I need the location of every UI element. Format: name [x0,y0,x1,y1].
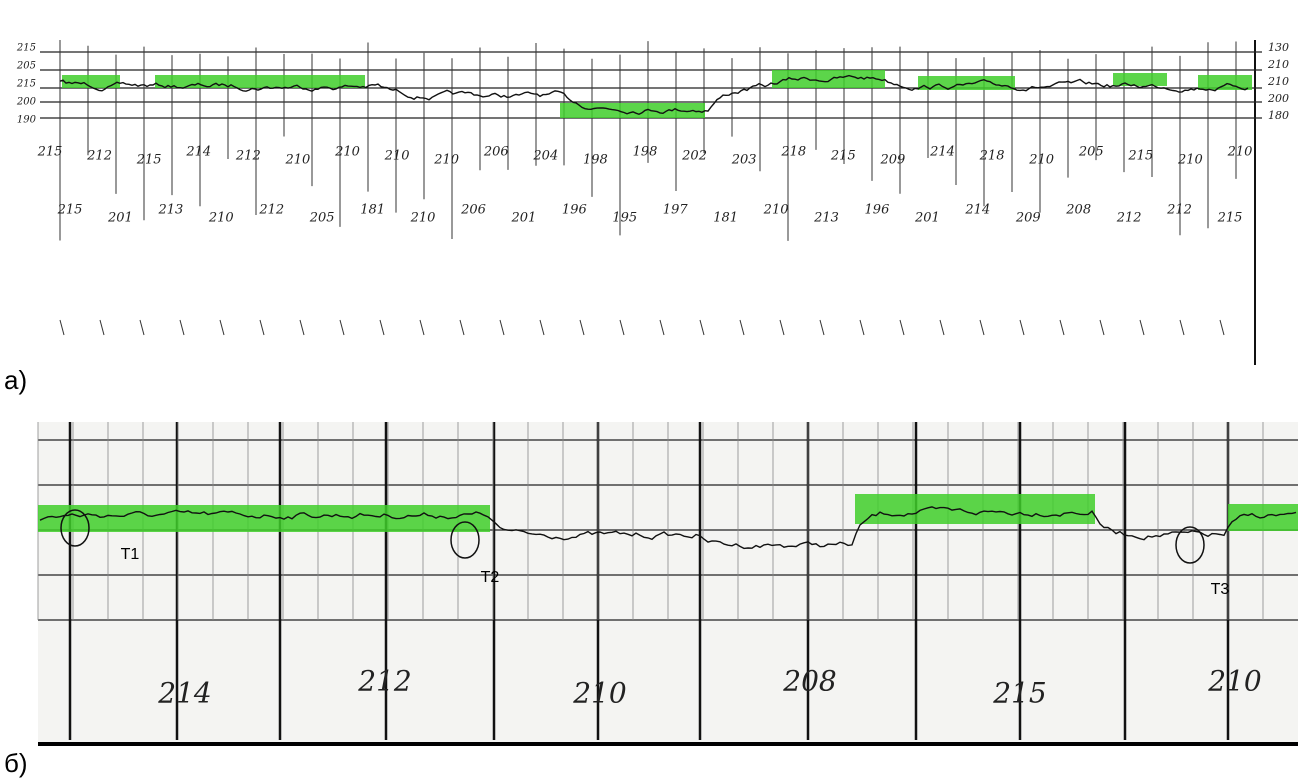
reading: 181 [713,211,738,226]
reading: 202 [681,149,707,164]
reading: 210 [763,203,789,218]
reading: 214 [929,145,955,160]
scale-label: 215 [16,79,36,90]
reading: 196 [562,203,587,218]
reading: 201 [510,211,536,226]
reading: 215 [1127,149,1153,164]
reading: 198 [583,153,608,168]
marker-label: T3 [1211,581,1230,598]
reading: 210 [1207,665,1261,698]
reading: 208 [782,665,836,698]
reading: 213 [813,211,839,226]
reading: 212 [235,149,261,164]
panel-label: а) [4,365,27,395]
reading: 218 [979,149,1005,164]
scale-label: 190 [17,115,37,126]
reading: 212 [258,203,284,218]
reading: 215 [57,203,83,218]
reading: 215 [992,677,1046,710]
reading: 215 [37,145,63,160]
reading: 213 [157,203,183,218]
reading: 205 [1078,145,1104,160]
reading: 201 [107,211,133,226]
highlight [38,505,490,532]
reading: 204 [532,149,558,164]
scale-label: 130 [1268,41,1289,54]
highlight [772,70,885,88]
highlight [855,494,1095,524]
scale-label: 215 [16,43,36,54]
highlight [1198,75,1252,90]
scale-label: 210 [1267,75,1289,88]
reading: 212 [1116,211,1142,226]
reading: 215 [136,153,162,168]
reading: 203 [731,153,757,168]
reading: 215 [1217,211,1243,226]
marker-label: T1 [121,546,140,563]
reading: 210 [384,149,410,164]
reading: 218 [780,145,806,160]
reading: 197 [663,203,689,218]
reading: 212 [1166,203,1192,218]
marker-label: T2 [481,569,500,586]
reading: 215 [830,149,856,164]
reading: 214 [157,677,211,710]
figure: а) б) 215 205 215 200 190 130 210 210 200 180 215 2… [0,0,1302,780]
reading: 201 [914,211,940,226]
reading: 198 [633,145,658,160]
reading: 208 [1065,203,1091,218]
reading: 195 [612,211,637,226]
scale-label: 200 [16,97,37,108]
reading: 205 [309,211,335,226]
reading: 210 [1227,145,1253,160]
reading: 210 [334,145,360,160]
scale-label: 210 [1267,58,1289,71]
reading: 210 [208,211,234,226]
reading: 214 [185,145,211,160]
reading: 212 [357,665,411,698]
reading: 210 [285,153,311,168]
reading: 181 [360,203,385,218]
scale-label: 205 [16,61,36,72]
reading: 210 [1028,153,1054,168]
reading: 210 [572,677,626,710]
reading: 210 [1177,153,1203,168]
reading: 196 [865,203,890,218]
reading: 209 [1015,211,1041,226]
reading: 210 [433,153,459,168]
reading: 214 [964,203,990,218]
reading: 206 [483,145,509,160]
panel-label: б) [4,748,28,778]
scale-label: 180 [1268,109,1289,122]
reading: 210 [410,211,436,226]
reading: 212 [86,149,112,164]
reading: 209 [880,153,906,168]
scale-label: 200 [1267,92,1289,105]
reading: 206 [460,203,486,218]
